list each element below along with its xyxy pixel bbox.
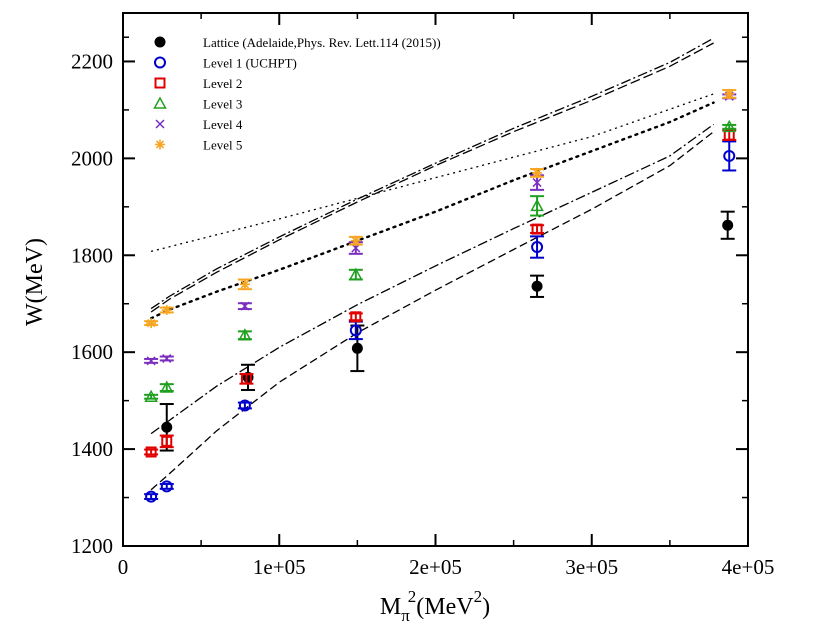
y-tick-label: 2000 bbox=[71, 146, 113, 170]
data-point bbox=[530, 168, 544, 178]
data-point bbox=[722, 89, 736, 99]
data-point bbox=[144, 447, 158, 456]
data-point bbox=[349, 236, 363, 246]
chart-background bbox=[0, 0, 830, 637]
x-tick-label: 1e+05 bbox=[253, 555, 306, 579]
marker-shape bbox=[146, 318, 156, 328]
x-axis-title-units-sup: 2 bbox=[474, 587, 483, 606]
marker-shape bbox=[532, 281, 543, 292]
data-point bbox=[239, 374, 253, 384]
marker-shape bbox=[724, 89, 734, 99]
marker-asterisk bbox=[351, 236, 361, 246]
marker-shape bbox=[532, 168, 542, 178]
chart: 0 1e+05 2e+05 3e+05 4e+05 1200 1400 1600 1800 200… bbox=[0, 0, 830, 637]
x-tick-label: 3e+05 bbox=[565, 555, 618, 579]
marker-asterisk bbox=[155, 140, 165, 150]
legend-label: Level 4 bbox=[203, 117, 243, 132]
legend-label: Lattice (Adelaide,Phys. Rev. Lett.114 (2… bbox=[203, 35, 441, 50]
y-tick-label: 1600 bbox=[71, 340, 113, 364]
data-point bbox=[349, 312, 363, 321]
data-point bbox=[238, 400, 252, 410]
legend-label: Level 5 bbox=[203, 138, 242, 153]
marker-filled-circle bbox=[161, 422, 172, 433]
legend-label: Level 1 (UCHPT) bbox=[203, 56, 297, 71]
marker-shape bbox=[162, 305, 172, 315]
marker-shape bbox=[352, 343, 363, 354]
marker-filled-circle bbox=[532, 281, 543, 292]
marker-filled-circle bbox=[155, 37, 166, 48]
marker-shape bbox=[240, 279, 250, 289]
x-tick-label: 0 bbox=[118, 555, 129, 579]
y-tick-label: 1200 bbox=[71, 534, 113, 558]
marker-asterisk bbox=[240, 279, 250, 289]
marker-asterisk bbox=[146, 318, 156, 328]
data-point bbox=[530, 225, 544, 234]
marker-shape bbox=[161, 422, 172, 433]
y-tick-label: 2200 bbox=[71, 49, 113, 73]
marker-filled-circle bbox=[722, 220, 733, 231]
x-axis-title-close: ) bbox=[482, 594, 490, 620]
marker-asterisk bbox=[724, 89, 734, 99]
x-axis-title-sub: π bbox=[401, 606, 410, 625]
x-axis-title-sup: 2 bbox=[408, 587, 417, 606]
marker-shape bbox=[722, 220, 733, 231]
data-point bbox=[160, 436, 174, 448]
y-tick-label: 1400 bbox=[71, 437, 113, 461]
marker-asterisk bbox=[532, 168, 542, 178]
x-tick-label: 4e+05 bbox=[722, 555, 775, 579]
legend-label: Level 3 bbox=[203, 97, 242, 112]
y-tick-label: 1800 bbox=[71, 243, 113, 267]
marker-shape bbox=[155, 37, 166, 48]
x-axis-title-units: (MeV bbox=[416, 594, 474, 620]
marker-filled-circle bbox=[352, 343, 363, 354]
x-tick-label: 2e+05 bbox=[409, 555, 462, 579]
x-axis-title-base: M bbox=[380, 594, 401, 620]
marker-shape bbox=[155, 140, 165, 150]
legend-label: Level 2 bbox=[203, 76, 242, 91]
marker-asterisk bbox=[162, 305, 172, 315]
y-axis-title: W(MeV) bbox=[22, 238, 48, 326]
marker-shape bbox=[351, 236, 361, 246]
